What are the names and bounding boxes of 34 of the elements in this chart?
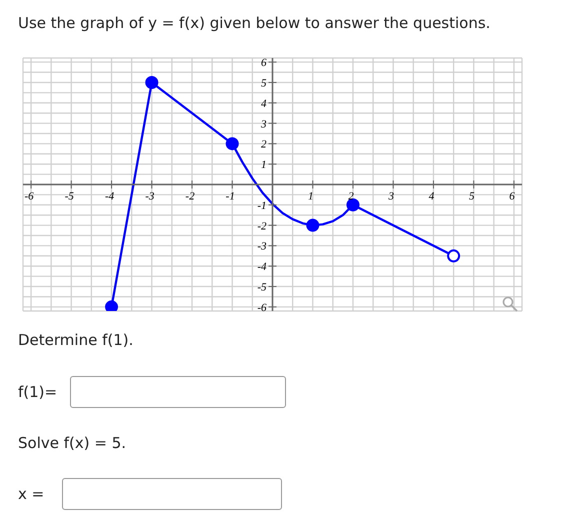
y-tick-label: -1 (257, 200, 266, 212)
point (447, 249, 460, 262)
text: f(1)= (18, 383, 58, 401)
text: x = (18, 485, 44, 503)
chart-title: Use the graph of y = f(x) given below to answer the questions. (18, 14, 490, 32)
x-tick-label: -6 (24, 190, 34, 202)
y-tick-label: -4 (257, 261, 267, 274)
x-tick-label: 3 (387, 190, 394, 202)
x-tick-label: -4 (104, 190, 115, 202)
y-tick-label: -5 (257, 282, 267, 294)
y-tick-label: -2 (257, 220, 267, 232)
point (346, 198, 360, 212)
y-tick-label: 4 (261, 98, 267, 110)
y-tick-label: 6 (261, 57, 267, 70)
x-tick-label: 6 (509, 190, 516, 202)
y-tick-label: 1 (261, 159, 266, 172)
text: Determine f(1). (18, 331, 134, 349)
x-tick-label: 4 (428, 190, 435, 202)
y-tick-label: -3 (257, 240, 267, 253)
x-tick-label: 1 (308, 190, 314, 202)
x-tick-label: -1 (226, 190, 235, 202)
x-tick-label: -3 (145, 190, 155, 202)
y-tick-label: -6 (257, 302, 267, 314)
x-tick-label: -2 (185, 190, 196, 202)
point (226, 137, 239, 150)
point (105, 300, 118, 311)
y-tick-label: 3 (260, 118, 267, 130)
x-tick-label: 5 (468, 190, 475, 202)
y-tick-label: 5 (261, 77, 267, 90)
point (145, 76, 158, 89)
x-tick-label: -5 (64, 190, 74, 202)
text: Solve f(x) = 5. (18, 434, 126, 452)
y-tick-label: 2 (261, 138, 267, 151)
point (306, 218, 320, 232)
